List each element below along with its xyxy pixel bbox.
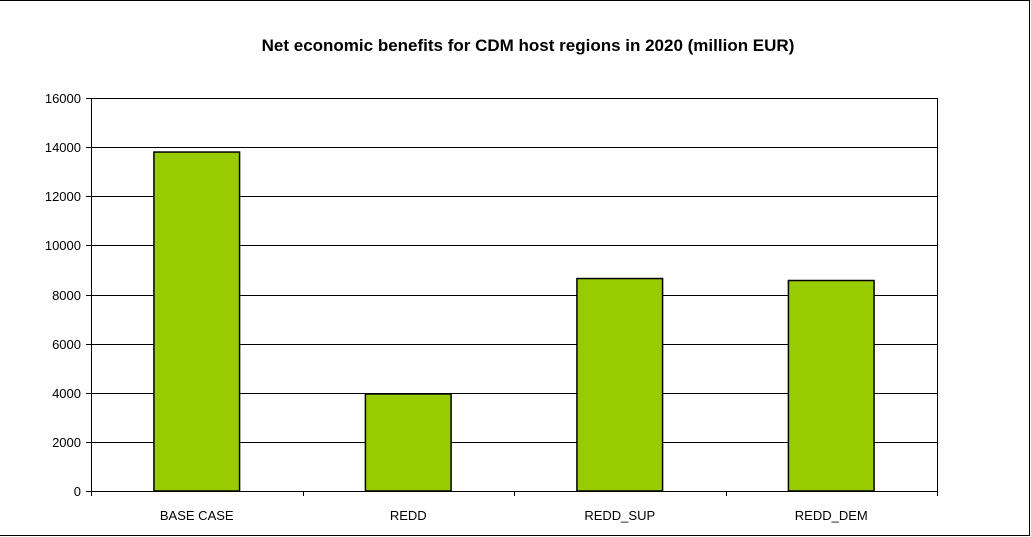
x-tick-label: REDD [390, 508, 427, 523]
bar-redd-sup [576, 277, 664, 492]
y-tick-label: 14000 [45, 140, 81, 155]
x-tick-label: BASE CASE [160, 508, 234, 523]
x-tick-labels: BASE CASE REDD REDD_SUP REDD_DEM [160, 508, 868, 523]
x-tick-label: REDD_DEM [795, 508, 868, 523]
y-tick-label: 0 [74, 484, 81, 499]
bar-base-case [153, 151, 241, 492]
bars [153, 151, 875, 492]
bar-redd [364, 393, 452, 492]
y-tick-labels: 0 2000 4000 6000 8000 10000 12000 14000 16000 [45, 91, 81, 499]
y-tick-label: 4000 [52, 386, 81, 401]
bar-redd-dem [787, 279, 875, 492]
y-tick-label: 16000 [45, 91, 81, 106]
y-tick-label: 8000 [52, 288, 81, 303]
y-tick-label: 12000 [45, 189, 81, 204]
x-tick-label: REDD_SUP [584, 508, 655, 523]
axes [86, 98, 938, 496]
y-tick-label: 10000 [45, 238, 81, 253]
y-tick-label: 6000 [52, 337, 81, 352]
chart-title: Net economic benefits for CDM host regio… [262, 36, 795, 55]
y-tick-label: 2000 [52, 435, 81, 450]
